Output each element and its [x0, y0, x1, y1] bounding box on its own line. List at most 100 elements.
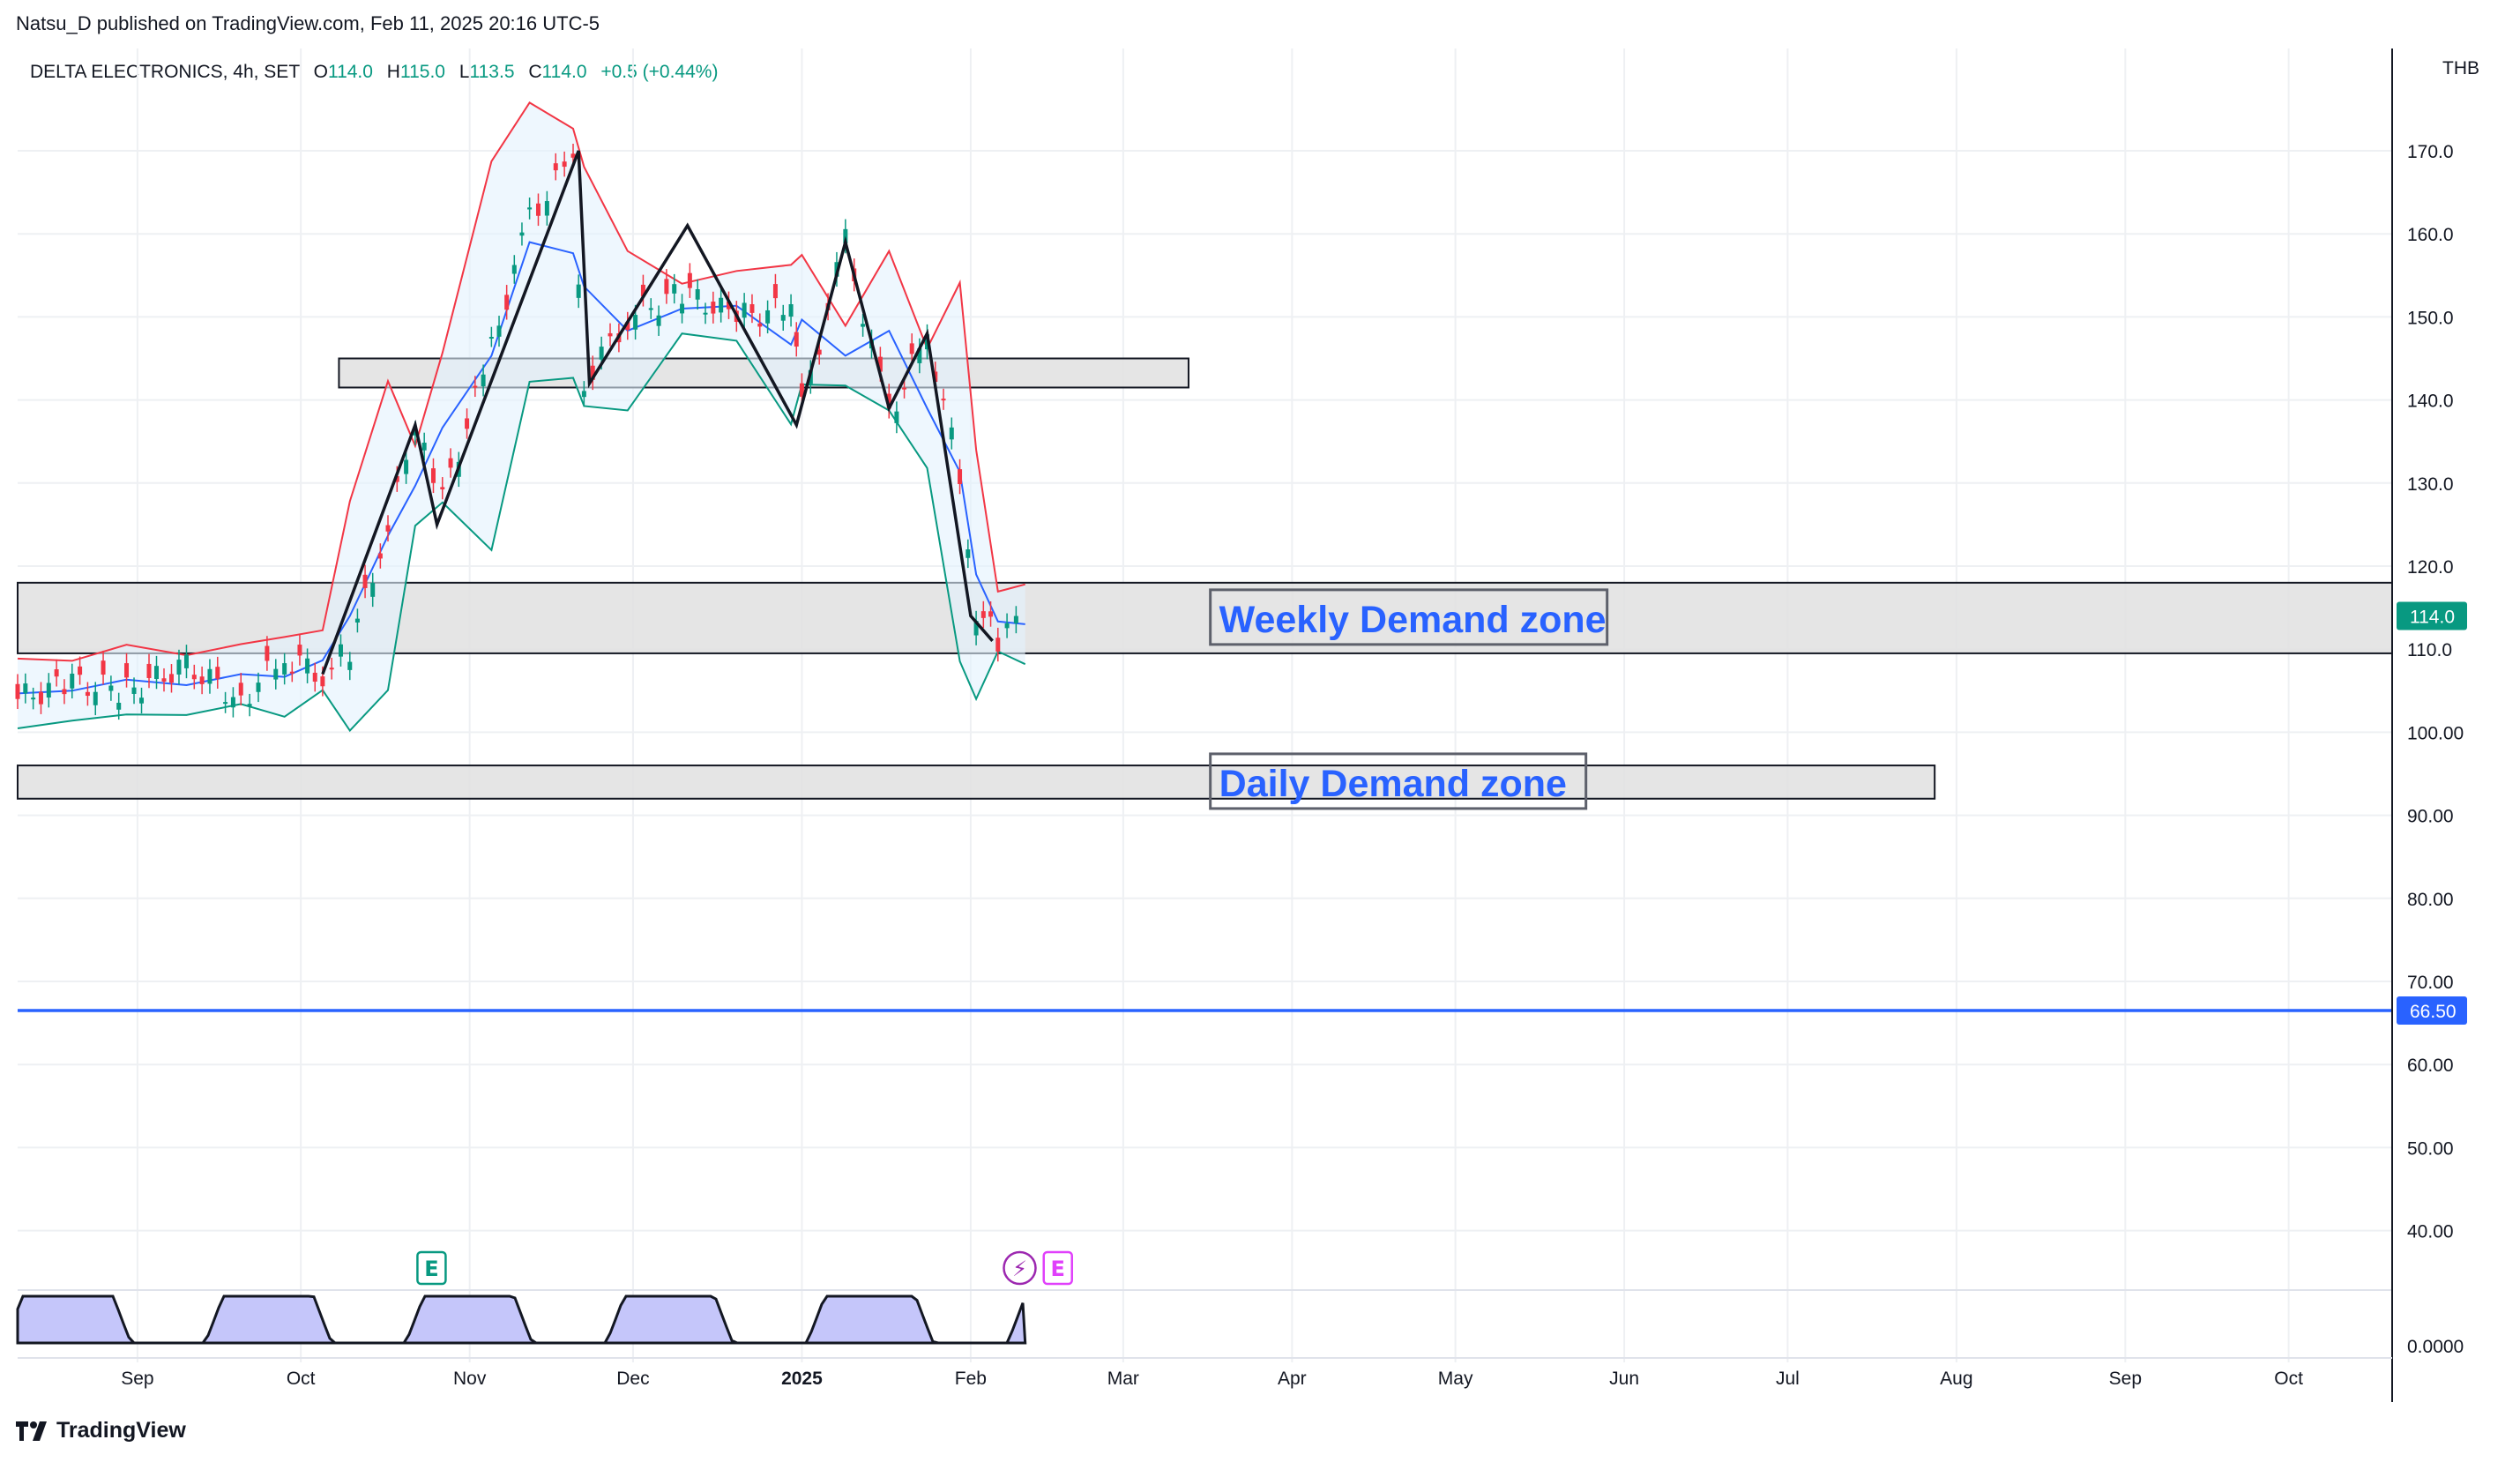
candle-body — [108, 685, 114, 691]
candle-body — [672, 284, 677, 294]
candle-body — [958, 469, 963, 484]
candle-body — [362, 574, 368, 588]
candle-body — [377, 553, 383, 559]
candle-body — [576, 284, 581, 298]
price-tick-label: 60.00 — [2407, 1055, 2454, 1076]
candle-body — [124, 663, 130, 678]
candle-body — [544, 201, 549, 216]
candle-body — [995, 638, 1001, 652]
candle-body — [488, 337, 494, 339]
candle-body — [496, 325, 502, 337]
candle-body — [168, 674, 174, 683]
time-tick-label: Jun — [1609, 1369, 1639, 1389]
candle-body — [297, 645, 302, 656]
candle-body — [404, 459, 409, 474]
price-tick-label: 110.0 — [2407, 640, 2452, 660]
price-tick-label: 80.00 — [2407, 890, 2454, 910]
candle-body — [430, 468, 436, 483]
event-marker-label: E — [424, 1257, 438, 1281]
price-tick-label: 100.00 — [2407, 723, 2464, 743]
candle-body — [794, 332, 799, 347]
price-tick-label: 130.0 — [2407, 474, 2454, 495]
candle-body — [980, 611, 986, 618]
symbol-name[interactable]: DELTA ELECTRONICS, 4h, SET — [30, 62, 300, 82]
time-tick-label: Oct — [287, 1369, 316, 1389]
symbol-legend: DELTA ELECTRONICS, 4h, SET O114.0 H115.0… — [30, 62, 718, 83]
candle-body — [902, 387, 907, 390]
candle-body — [230, 697, 235, 708]
candle-body — [711, 302, 716, 314]
candle-body — [448, 458, 453, 468]
open-value: 114.0 — [327, 62, 373, 82]
candle-body — [223, 702, 228, 705]
candle-body — [85, 691, 90, 697]
candle-body — [70, 673, 75, 689]
candle-body — [54, 669, 59, 677]
candle-body — [329, 668, 334, 670]
candle-body — [15, 683, 20, 699]
candle-body — [988, 611, 994, 617]
candle-body — [207, 668, 212, 684]
price-tick-label: 40.00 — [2407, 1222, 2454, 1242]
candle-body — [656, 315, 661, 326]
candle-body — [265, 645, 270, 661]
candle-body — [161, 678, 167, 682]
candle-body — [465, 418, 470, 429]
candle-body — [590, 365, 595, 380]
candle-body — [562, 161, 567, 168]
candle-body — [966, 549, 971, 558]
candle-body — [215, 667, 220, 679]
candle-body — [608, 332, 613, 337]
candle-body — [320, 676, 325, 687]
candle-body — [941, 399, 946, 401]
candle-body — [765, 310, 771, 324]
last-price-tag — [2397, 601, 2467, 630]
candle-body — [973, 621, 979, 636]
candle-body — [633, 315, 638, 330]
candle-body — [347, 661, 353, 670]
low-value: 113.5 — [469, 62, 515, 82]
bollinger-lower-line — [17, 332, 1026, 733]
candle-body — [282, 663, 287, 675]
candle-body — [101, 660, 106, 675]
candle-body — [917, 348, 922, 363]
candle-body — [354, 618, 360, 623]
tradingview-footer[interactable]: TradingView — [16, 1418, 186, 1443]
candle-body — [176, 660, 182, 675]
candle-body — [238, 683, 243, 696]
time-tick-label: Aug — [1940, 1369, 1972, 1389]
time-tick-label: Apr — [1278, 1369, 1307, 1389]
candle-body — [504, 295, 510, 310]
candle-body — [757, 323, 763, 327]
candle-body — [1004, 623, 1010, 629]
candle-body — [370, 583, 376, 597]
candle-body — [788, 304, 794, 317]
last-price-tag-label: 114.0 — [2410, 608, 2455, 628]
time-tick-label: Nov — [453, 1369, 487, 1389]
price-tick-label: 50.00 — [2407, 1138, 2454, 1159]
candle-body — [183, 654, 189, 668]
event-marker-label: ⚡ — [1012, 1257, 1027, 1281]
candle-body — [695, 289, 700, 300]
candle-body — [78, 666, 83, 675]
candle-body — [305, 658, 310, 674]
event-marker-icon — [1003, 1250, 1037, 1286]
time-tick-label: Sep — [121, 1369, 153, 1389]
candle-body — [312, 672, 317, 683]
candle-body — [742, 302, 747, 318]
candle-body — [199, 676, 205, 684]
candle-body — [949, 427, 954, 440]
candle-body — [719, 297, 724, 313]
currency-label[interactable]: THB — [2442, 58, 2479, 78]
candle-body — [861, 324, 866, 327]
candle-body — [421, 442, 427, 451]
time-tick-label: Jul — [1776, 1369, 1800, 1389]
candle-body — [1013, 615, 1018, 623]
price-line-tag — [2397, 996, 2467, 1025]
candle-body — [799, 383, 804, 397]
publish-header: Natsu_D published on TradingView.com, Fe… — [16, 12, 600, 34]
bollinger-upper-line — [17, 101, 1025, 662]
candle-body — [440, 487, 445, 489]
candle-body — [413, 430, 418, 436]
